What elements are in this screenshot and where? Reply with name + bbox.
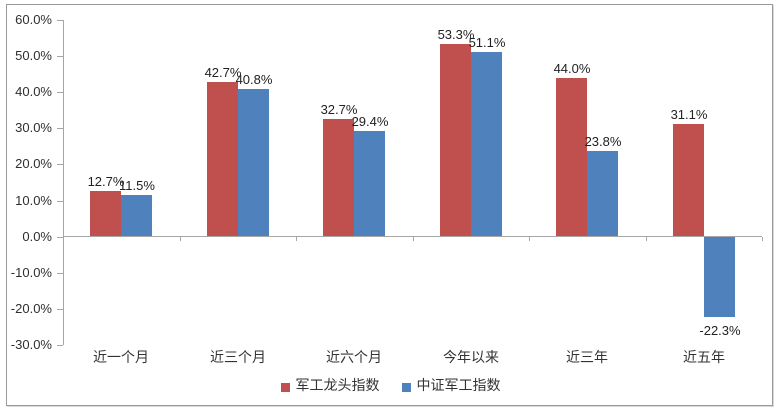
category-label: 近六个月 <box>326 351 382 366</box>
data-label: 31.1% <box>670 107 708 122</box>
data-label: -22.3% <box>699 323 741 338</box>
y-axis-line <box>63 20 64 345</box>
x-tick <box>529 237 530 241</box>
category-label: 近五年 <box>683 351 725 366</box>
x-tick <box>646 237 647 241</box>
data-label: 51.1% <box>468 35 506 50</box>
y-axis-label: 60.0% <box>15 12 52 27</box>
bar <box>471 52 502 236</box>
y-tick <box>57 20 63 21</box>
category-label: 近一个月 <box>93 351 149 366</box>
bar <box>704 237 735 317</box>
y-tick <box>57 345 63 346</box>
bar <box>587 151 618 236</box>
y-tick <box>57 273 63 274</box>
legend-swatch-icon <box>401 382 411 392</box>
y-axis-label: -30.0% <box>10 337 52 352</box>
data-label: 44.0% <box>553 61 591 76</box>
category-label: 近三年 <box>566 351 608 366</box>
bar <box>121 195 152 236</box>
data-label: 29.4% <box>351 114 389 129</box>
x-tick <box>762 237 763 241</box>
x-tick <box>296 237 297 241</box>
y-tick <box>57 237 63 238</box>
y-axis-label: 0.0% <box>22 229 52 244</box>
y-tick <box>57 56 63 57</box>
legend: 军工龙头指数 中证军工指数 <box>0 379 781 395</box>
data-label: 42.7% <box>204 65 242 80</box>
legend-label: 军工龙头指数 <box>295 379 380 394</box>
data-label: 12.7% <box>87 174 125 189</box>
x-axis-line <box>63 236 762 237</box>
y-tick <box>57 164 63 165</box>
y-tick <box>57 92 63 93</box>
y-tick <box>57 128 63 129</box>
y-axis-label: 20.0% <box>15 156 52 171</box>
bar <box>354 131 385 236</box>
y-tick <box>57 309 63 310</box>
x-tick <box>413 237 414 241</box>
category-label: 近三个月 <box>210 351 266 366</box>
data-label: 53.3% <box>437 27 475 42</box>
bar <box>440 44 471 236</box>
legend-item: 军工龙头指数 <box>280 379 380 395</box>
y-axis-label: 50.0% <box>15 48 52 63</box>
bar <box>556 78 587 236</box>
y-axis-label: 10.0% <box>15 193 52 208</box>
x-tick <box>180 237 181 241</box>
data-label: 11.5% <box>119 178 155 193</box>
x-tick <box>63 237 64 241</box>
legend-item: 中证军工指数 <box>401 379 501 395</box>
y-axis-label: 40.0% <box>15 84 52 99</box>
data-label: 40.8% <box>235 72 273 87</box>
y-axis-label: -20.0% <box>10 301 52 316</box>
y-tick <box>57 201 63 202</box>
bar <box>323 119 354 236</box>
category-label: 今年以来 <box>443 351 499 366</box>
bar <box>90 191 121 236</box>
data-label: 32.7% <box>320 102 358 117</box>
legend-swatch-icon <box>280 382 290 392</box>
y-axis-label: 30.0% <box>15 120 52 135</box>
y-axis-label: -10.0% <box>10 265 52 280</box>
bar <box>673 124 704 236</box>
data-label: 23.8% <box>584 134 622 149</box>
legend-label: 中证军工指数 <box>416 379 501 394</box>
bar <box>238 89 269 236</box>
bar <box>207 82 238 236</box>
